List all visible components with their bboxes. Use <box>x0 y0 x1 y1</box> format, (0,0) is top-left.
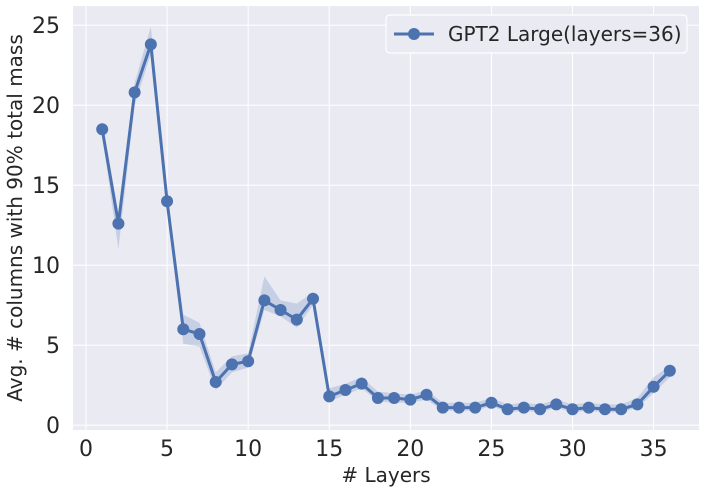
data-point <box>177 323 190 336</box>
x-tick-label: 15 <box>315 437 343 462</box>
data-point <box>225 358 238 371</box>
y-tick-label: 20 <box>32 94 60 119</box>
data-point <box>452 401 465 414</box>
data-point <box>663 364 676 377</box>
data-point <box>274 304 287 316</box>
data-point <box>323 390 336 403</box>
data-point <box>242 355 255 368</box>
plot-background <box>73 6 699 430</box>
y-axis-label: Avg. # columns with 90% total mass <box>3 34 27 402</box>
data-point <box>307 292 320 305</box>
data-point <box>371 392 384 404</box>
legend-point-marker <box>408 28 420 40</box>
data-point <box>355 377 368 390</box>
x-tick-label: 35 <box>640 437 668 462</box>
data-point <box>290 313 303 326</box>
data-point <box>485 396 498 409</box>
data-point <box>420 388 433 401</box>
y-tick-label: 10 <box>32 254 60 279</box>
data-point <box>598 403 611 416</box>
data-point <box>112 217 125 230</box>
data-point <box>469 401 482 414</box>
data-point <box>193 328 206 340</box>
data-point <box>388 392 401 404</box>
data-point <box>647 380 660 393</box>
x-tick-label: 0 <box>79 437 93 462</box>
y-tick-labels: 0 5 10 15 20 25 <box>32 14 60 439</box>
x-tick-label: 5 <box>160 437 174 462</box>
data-point <box>615 403 628 416</box>
data-points <box>96 38 676 416</box>
y-tick-label: 0 <box>46 414 60 439</box>
x-tick-labels: 0 5 10 15 20 25 30 35 <box>79 437 668 462</box>
data-point <box>550 398 563 411</box>
data-point <box>501 403 514 416</box>
data-point <box>404 393 417 406</box>
data-point <box>258 294 271 307</box>
data-point <box>161 195 174 208</box>
data-point <box>517 401 530 414</box>
x-tick-label: 10 <box>234 437 262 462</box>
data-point <box>566 403 579 416</box>
x-tick-label: 25 <box>477 437 505 462</box>
data-point <box>631 398 644 411</box>
y-tick-label: 15 <box>32 174 60 199</box>
data-point <box>582 401 595 414</box>
data-point <box>209 376 222 388</box>
x-tick-label: 20 <box>396 437 424 462</box>
legend-box <box>385 14 688 54</box>
y-tick-label: 5 <box>46 334 60 359</box>
data-point <box>128 86 141 99</box>
x-axis-label: # Layers <box>341 463 430 487</box>
x-tick-label: 30 <box>559 437 587 462</box>
legend-label: GPT2 Large(layers=36) <box>448 22 682 46</box>
data-point <box>339 384 352 396</box>
data-point <box>534 403 547 416</box>
legend: GPT2 Large(layers=36) <box>385 14 688 54</box>
y-tick-label: 25 <box>32 14 60 39</box>
data-point <box>96 123 109 136</box>
data-point <box>436 401 449 414</box>
data-point <box>144 38 157 51</box>
